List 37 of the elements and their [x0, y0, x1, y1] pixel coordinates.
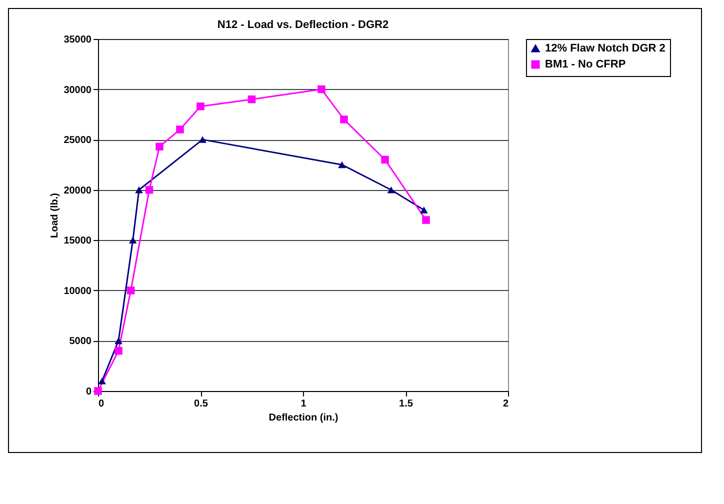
point — [176, 126, 184, 134]
chart-title: N12 - Load vs. Deflection - DGR2 — [217, 19, 389, 31]
y-tick-label: 0 — [86, 386, 92, 398]
point — [340, 116, 348, 124]
y-tick-label: 10000 — [64, 286, 92, 297]
point — [126, 286, 135, 294]
x-tick-label: 0 — [98, 398, 104, 410]
point — [422, 216, 430, 224]
point — [318, 85, 326, 94]
point — [338, 161, 346, 168]
point — [114, 337, 122, 344]
point — [198, 136, 206, 143]
y-tick-label: 5000 — [69, 336, 92, 348]
point — [128, 236, 137, 244]
y-tick-label: 25000 — [64, 135, 92, 146]
point — [156, 142, 164, 150]
legend-label: BM1 - No CFRP — [545, 58, 626, 70]
point — [135, 186, 143, 194]
point — [196, 102, 204, 110]
x-axis-title: Deflection (in.) — [268, 412, 338, 424]
point — [420, 206, 428, 214]
x-tick-label: 2 — [502, 398, 509, 410]
x-tick-label: 1 — [300, 398, 307, 410]
point — [381, 156, 389, 164]
y-tick-label: 20000 — [64, 185, 92, 196]
point — [114, 346, 122, 355]
y-axis-title: Load (lb.) — [50, 193, 61, 238]
point — [98, 378, 106, 384]
y-tick-label: 30000 — [64, 84, 92, 96]
point — [387, 186, 396, 194]
point — [248, 95, 256, 104]
x-tick-label: 0.5 — [194, 398, 208, 410]
legend-label: 12% Flaw Notch DGR 2 — [545, 42, 666, 54]
x-tick-label: 1.5 — [399, 398, 414, 410]
point — [145, 186, 154, 194]
y-tick-label: 35000 — [64, 34, 92, 46]
y-tick-label: 15000 — [64, 236, 92, 247]
